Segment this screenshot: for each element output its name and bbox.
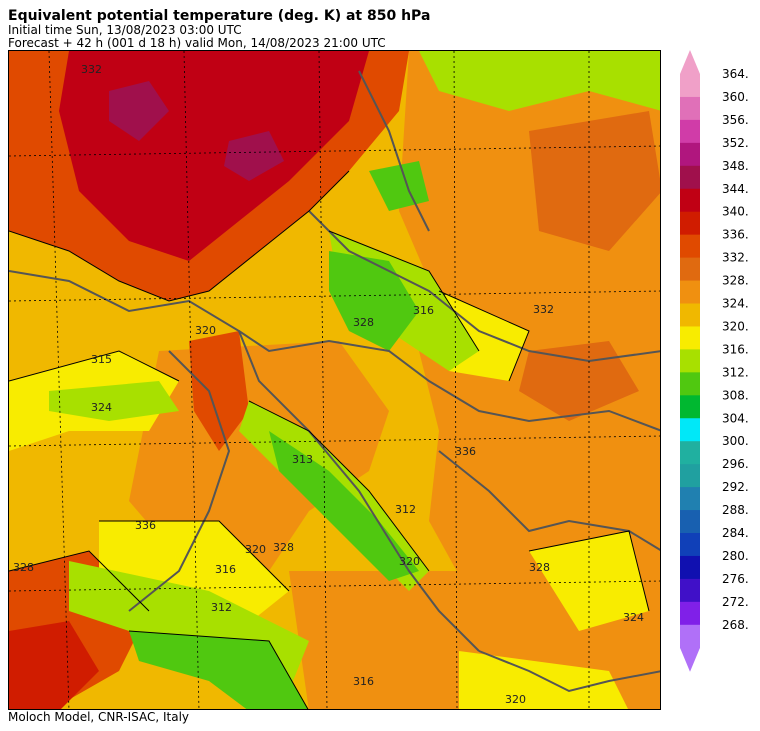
field-lightgreen-west [49,381,179,421]
map-canvas: 332 320 315 324 316 328 313 312 336 320 … [9,51,660,709]
contour-label: 324 [91,401,112,414]
colorbar-swatch [680,464,700,488]
contour-label: 316 [413,304,434,317]
contour-label: 328 [273,541,294,554]
contour-label: 316 [215,563,236,576]
colorbar-tick-label: 328. [722,274,749,288]
contour-label: 320 [245,543,266,556]
contour-label: 336 [455,445,476,458]
colorbar-swatch [680,142,700,167]
contour-label: 328 [529,561,550,574]
colorbar-tick-label: 356. [722,113,749,127]
field-magenta-spots-2 [224,131,284,181]
colorbar-tick-label: 332. [722,251,749,265]
colorbar-tick-label: 280. [722,549,749,563]
colorbar-tick-label: 348. [722,159,749,173]
colorbar-tick-label: 324. [722,297,749,311]
colorbar-legend: 364. 360. 356. 352. 348. 344. 340. 336. 332. 328.… [680,50,760,712]
contour-label: 332 [533,303,554,316]
colorbar-swatch [680,165,700,190]
contour-label: 324 [623,611,644,624]
colorbar-tick-label: 272. [722,595,749,609]
colorbar-tick-label: 304. [722,411,749,425]
colorbar-tick-label: 284. [722,526,749,540]
field-darkorange-east [529,111,660,251]
colorbar-tick-label: 320. [722,319,749,333]
contour-label: 320 [195,324,216,337]
contour-label: 313 [292,453,313,466]
colorbar-swatch [680,234,700,259]
colorbar-tick-label: 336. [722,228,749,242]
colorbar-swatch [680,601,700,626]
colorbar-swatch [680,372,700,396]
field-lightgreen-ne [419,51,660,111]
colorbar-swatch [680,74,700,98]
colorbar-swatch [680,418,700,442]
colorbar-tick-label: 360. [722,90,749,104]
colorbar-swatch [680,487,700,511]
colorbar-swatch [680,257,700,282]
colorbar-swatch [680,349,700,373]
colorbar-swatch [680,555,700,580]
colorbar-tick-label: 308. [722,388,749,402]
colorbar-tick-label: 316. [722,342,749,356]
contour-label: 328 [353,316,374,329]
field-yellow-south [459,651,628,709]
theta-e-map: 332 320 315 324 316 328 313 312 336 320 … [8,50,661,710]
colorbar-swatch [680,188,700,213]
colorbar-swatch [680,280,700,304]
colorbar-tick-label: 312. [722,365,749,379]
contour-label: 320 [505,693,526,706]
forecast-valid-label: Forecast + 42 h (001 d 18 h) valid Mon, … [8,36,386,50]
colorbar-swatch [680,395,700,419]
colorbar-swatch [680,441,700,465]
contour-label: 312 [211,601,232,614]
colorbar-tick-label: 300. [722,434,749,448]
colorbar-swatch [680,326,700,350]
colorbar-swatch [680,578,700,603]
field-red-sw [9,621,99,709]
colorbar-tick-label: 344. [722,182,749,196]
colorbar-tick-label: 292. [722,480,749,494]
colorbar-upper-arrow [680,50,700,74]
colorbar-swatch [680,119,700,144]
contour-label: 336 [135,519,156,532]
colorbar-lower-arrow [680,647,700,672]
contour-label: 315 [91,353,112,366]
field-green-south [129,631,308,709]
colorbar-swatch [680,211,700,236]
model-credit: Moloch Model, CNR-ISAC, Italy [8,710,190,724]
field-green-po [329,251,419,351]
initial-time-label: Initial time Sun, 13/08/2023 03:00 UTC [8,23,242,37]
colorbar-tick-label: 340. [722,205,749,219]
colorbar-tick-label: 276. [722,572,749,586]
colorbar-tick-label: 364. [722,67,749,81]
colorbar-swatch [680,510,700,534]
coastlines [9,70,660,693]
colorbar-tick-label: 352. [722,136,749,150]
contours [9,170,650,709]
colorbar-tick-label: 268. [722,618,749,632]
contour-label: 320 [399,555,420,568]
field-orange-south [289,571,509,709]
colorbar-swatch [680,624,700,649]
graticule [9,51,660,709]
colorbar-swatch [680,96,700,121]
contour-label: 316 [353,675,374,688]
colorbar-swatch [680,303,700,327]
contour-label: 312 [395,503,416,516]
colorbar-canvas: 364. 360. 356. 352. 348. 344. 340. 336. 332. 328.… [680,50,749,672]
colorbar-swatch [680,533,700,557]
field-darkorange-italy [189,331,249,451]
contour-label: 332 [81,63,102,76]
colorbar-tick-label: 288. [722,503,749,517]
field-green-adriatic [269,431,419,581]
contour-label: 328 [13,561,34,574]
field-magenta-spots [109,81,169,141]
map-title: Equivalent potential temperature (deg. K… [8,8,431,24]
field-green-patch-n [369,161,429,211]
field-darkorange-east2 [519,341,639,421]
contour-labels: 332 320 315 324 316 328 313 312 336 320 … [13,63,644,706]
colorbar-tick-label: 296. [722,457,749,471]
